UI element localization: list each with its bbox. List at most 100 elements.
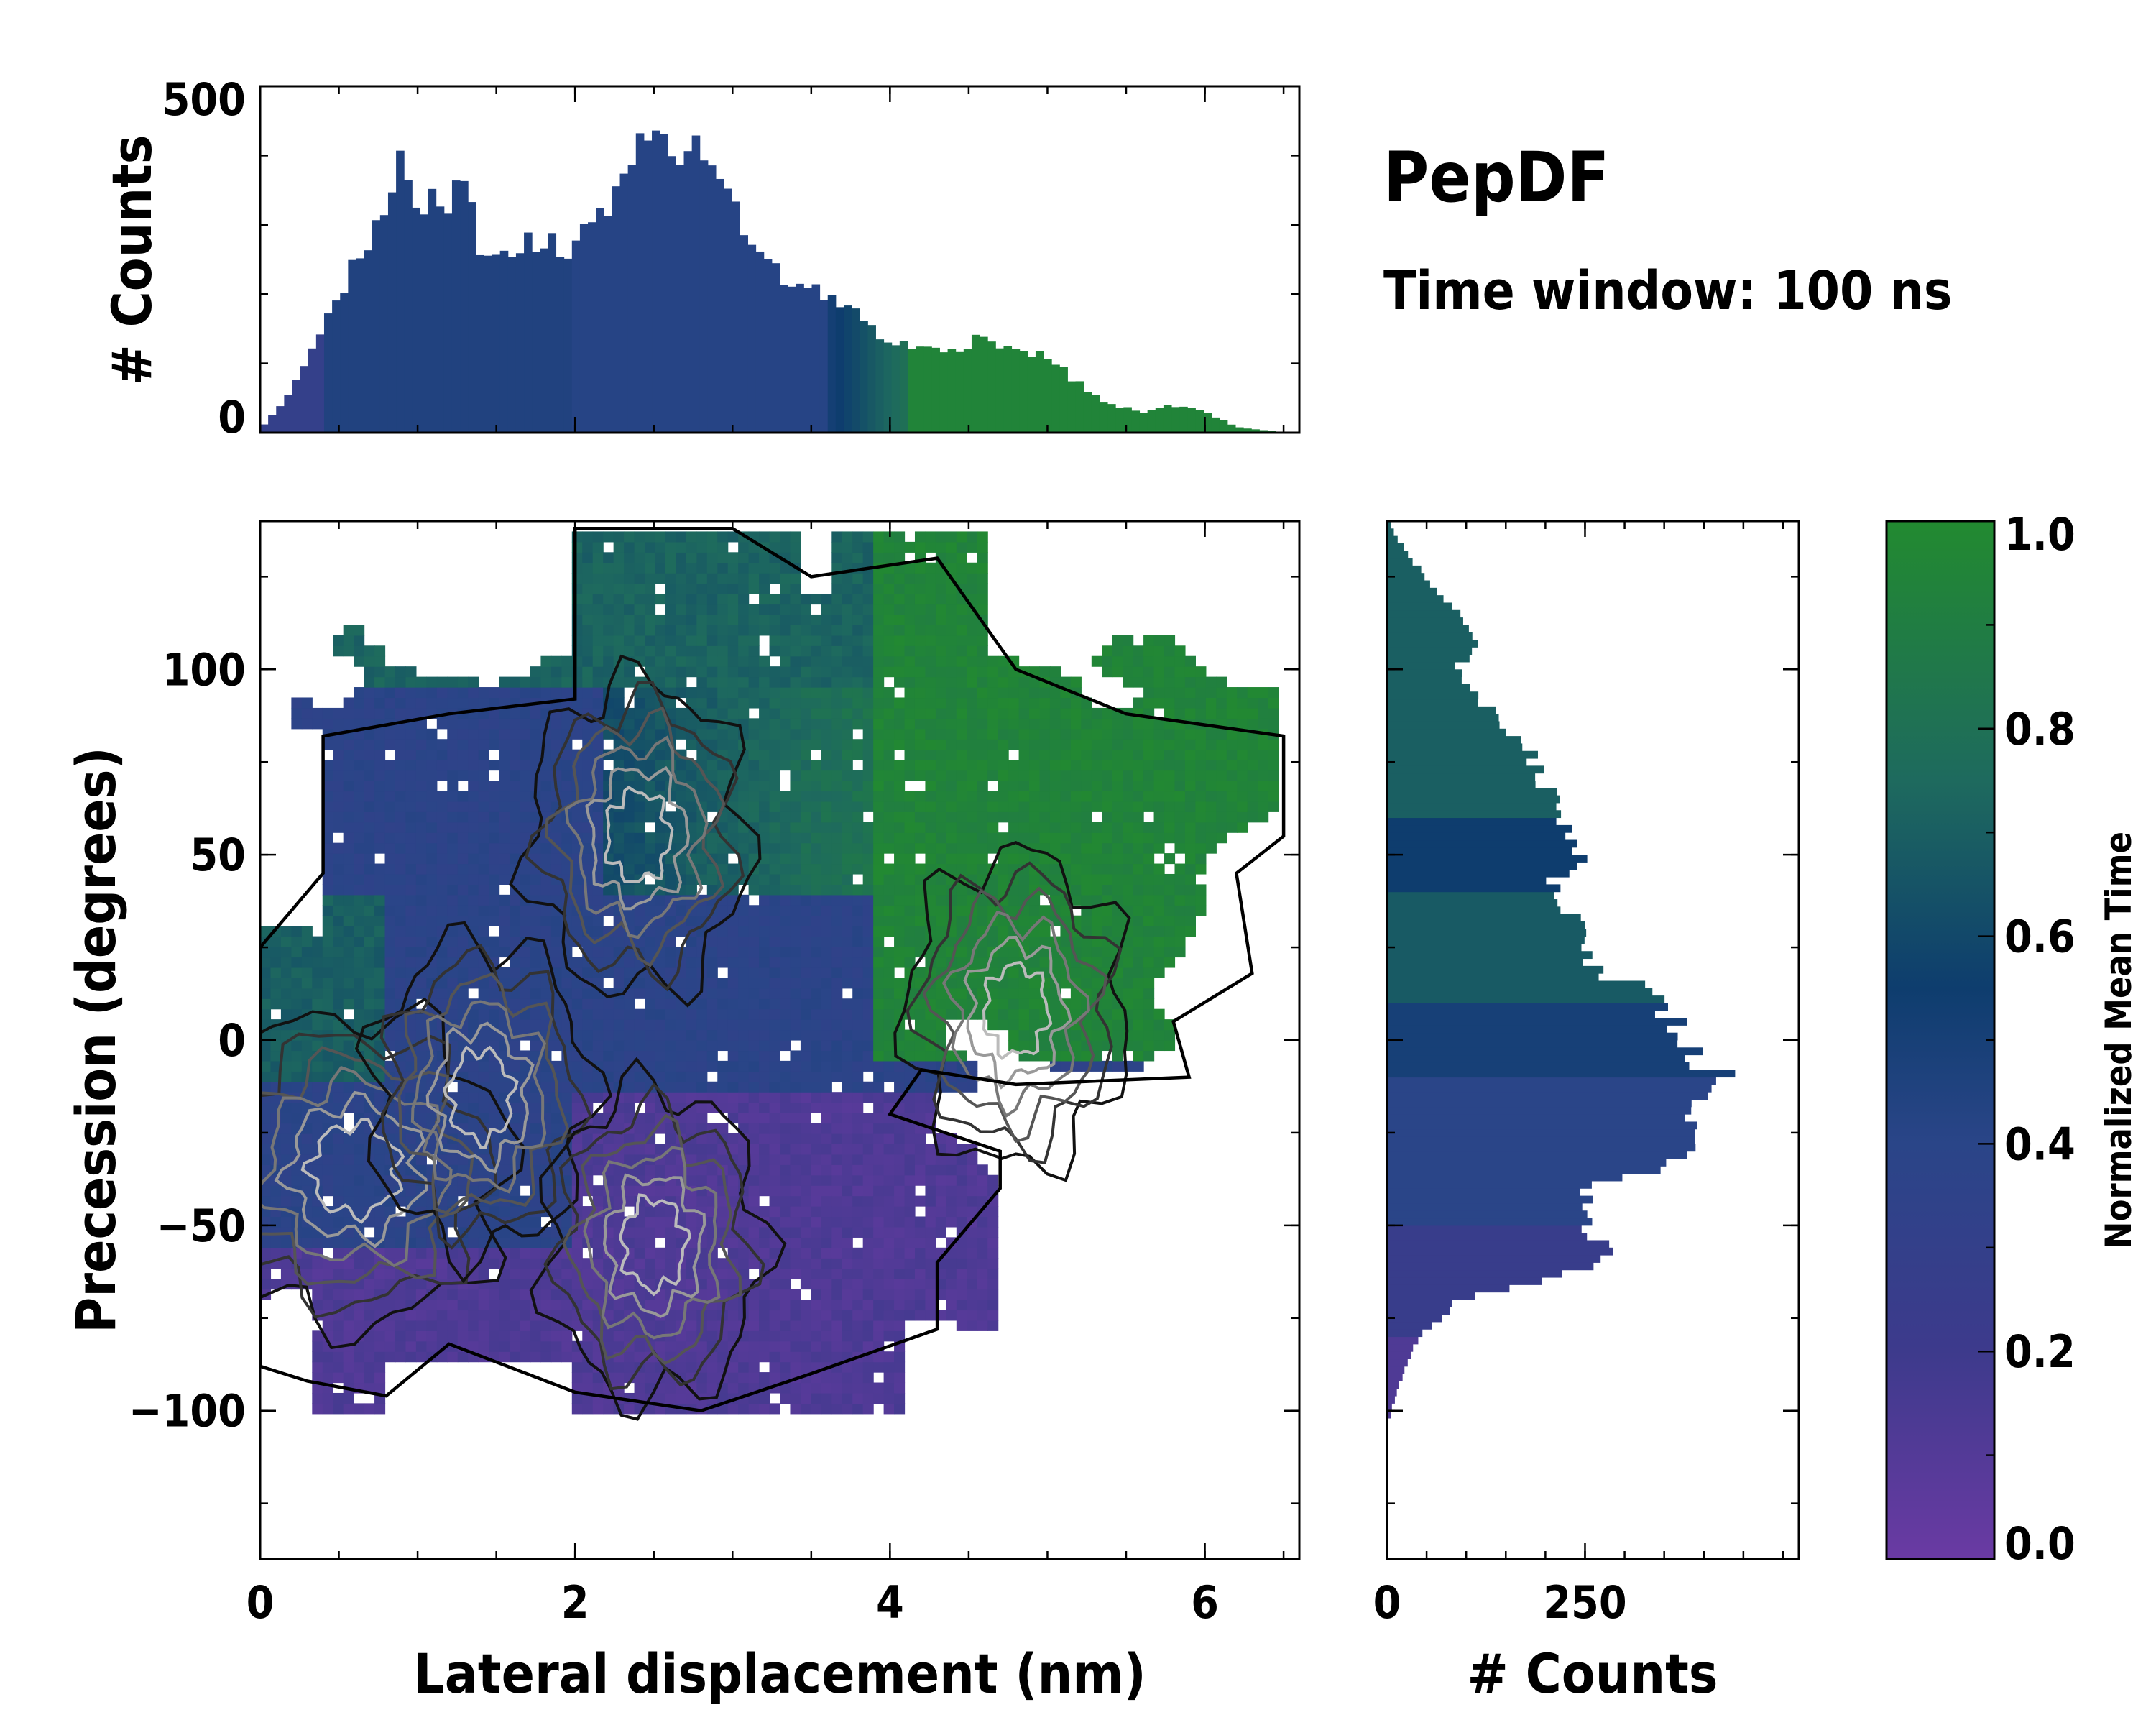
- heatmap-cell: [426, 687, 438, 699]
- heatmap-cell: [634, 781, 645, 792]
- heatmap-cell: [436, 718, 448, 730]
- heatmap-cell: [894, 1195, 906, 1207]
- heatmap-cell: [520, 718, 531, 730]
- top-histogram-bar: [315, 334, 325, 433]
- heatmap-cell: [883, 1029, 895, 1041]
- heatmap-cell: [665, 863, 676, 875]
- heatmap-cell: [561, 656, 573, 667]
- heatmap-cell: [624, 884, 635, 896]
- heatmap-cell: [374, 1340, 386, 1352]
- heatmap-cell: [457, 728, 469, 740]
- heatmap-cell: [883, 1300, 895, 1311]
- heatmap-cell: [925, 739, 936, 750]
- heatmap-cell: [873, 656, 885, 667]
- heatmap-cell: [592, 1237, 604, 1248]
- heatmap-cell: [769, 1185, 780, 1197]
- heatmap-cell: [738, 1154, 750, 1165]
- heatmap-cell: [738, 1019, 750, 1031]
- heatmap-cell: [696, 625, 708, 636]
- heatmap-cell: [530, 873, 542, 885]
- chart-title: PepDF: [1383, 137, 1609, 218]
- heatmap-cell: [478, 1092, 489, 1103]
- heatmap-cell: [821, 1237, 832, 1248]
- top-histogram-bar: [579, 224, 589, 433]
- heatmap-cell: [894, 1320, 906, 1331]
- heatmap-cell: [883, 697, 895, 709]
- heatmap-cell: [748, 760, 760, 771]
- heatmap-cell: [738, 926, 750, 937]
- heatmap-cell: [759, 1247, 770, 1259]
- heatmap-cell: [883, 718, 895, 730]
- heatmap-cell: [738, 894, 750, 906]
- heatmap-cell: [645, 1320, 656, 1331]
- heatmap-cell: [821, 1403, 832, 1414]
- heatmap-cell: [831, 926, 843, 937]
- heatmap-cell: [894, 1164, 906, 1176]
- heatmap-cell: [738, 1071, 750, 1082]
- heatmap-cell: [800, 1382, 811, 1394]
- heatmap-cell: [738, 614, 750, 625]
- heatmap-cell: [384, 926, 396, 937]
- heatmap-cell: [478, 687, 489, 699]
- heatmap-cell: [468, 1206, 479, 1218]
- heatmap-cell: [645, 988, 656, 999]
- heatmap-cell: [914, 1081, 926, 1092]
- heatmap-cell: [395, 926, 407, 937]
- heatmap-cell: [883, 1008, 895, 1020]
- heatmap-cell: [333, 811, 344, 823]
- heatmap-cell: [343, 884, 354, 896]
- heatmap-cell: [883, 832, 895, 844]
- heatmap-cell: [842, 1060, 853, 1072]
- heatmap-cell: [634, 1029, 645, 1041]
- heatmap-cell: [904, 635, 916, 646]
- heatmap-cell: [831, 625, 843, 636]
- heatmap-cell: [842, 1340, 853, 1352]
- heatmap-cell: [426, 749, 438, 760]
- heatmap-cell: [914, 625, 926, 636]
- heatmap-cell: [499, 728, 510, 740]
- heatmap-cell: [780, 998, 791, 1010]
- heatmap-cell: [759, 905, 770, 916]
- heatmap-cell: [364, 1361, 375, 1373]
- heatmap-cell: [510, 1279, 521, 1290]
- heatmap-cell: [510, 1340, 521, 1352]
- heatmap-cell: [821, 811, 832, 823]
- heatmap-cell: [540, 905, 552, 916]
- heatmap-cell: [415, 697, 427, 709]
- heatmap-cell: [478, 739, 489, 750]
- heatmap-cell: [727, 1071, 739, 1082]
- heatmap-cell: [800, 739, 811, 750]
- heatmap-cell: [759, 811, 770, 823]
- heatmap-cell: [811, 614, 822, 625]
- heatmap-cell: [925, 541, 936, 553]
- heatmap-cell: [665, 957, 676, 968]
- heatmap-cell: [436, 957, 448, 968]
- heatmap-cell: [645, 1206, 656, 1218]
- heatmap-cell: [894, 1403, 906, 1414]
- heatmap-cell: [655, 1008, 666, 1020]
- heatmap-cell: [624, 1351, 635, 1363]
- heatmap-cell: [759, 957, 770, 968]
- heatmap-cell: [436, 947, 448, 958]
- heatmap-cell: [883, 811, 895, 823]
- heatmap-cell: [946, 770, 957, 781]
- heatmap-cell: [873, 853, 885, 865]
- heatmap-cell: [364, 676, 375, 688]
- heatmap-cell: [436, 884, 448, 896]
- heatmap-cell: [510, 1102, 521, 1113]
- heatmap-cell: [333, 842, 344, 854]
- heatmap-cell: [862, 1330, 874, 1342]
- heatmap-cell: [354, 1258, 365, 1269]
- heatmap-cell: [343, 978, 354, 989]
- heatmap-cell: [645, 1029, 656, 1041]
- heatmap-cell: [415, 781, 427, 792]
- heatmap-cell: [613, 604, 625, 615]
- heatmap-cell: [291, 998, 303, 1010]
- heatmap-cell: [727, 707, 739, 719]
- heatmap-cell: [582, 781, 594, 792]
- heatmap-cell: [415, 687, 427, 699]
- heatmap-cell: [862, 863, 874, 875]
- heatmap-cell: [322, 1071, 333, 1082]
